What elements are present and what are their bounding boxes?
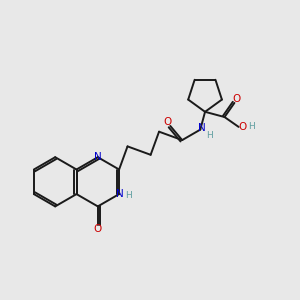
Text: N: N — [116, 189, 124, 199]
Text: O: O — [164, 117, 172, 127]
Text: O: O — [94, 224, 102, 234]
Text: O: O — [238, 122, 247, 132]
Text: N: N — [94, 152, 102, 162]
Text: O: O — [232, 94, 241, 104]
Text: H: H — [125, 191, 132, 200]
Text: N: N — [198, 123, 206, 134]
Text: H: H — [248, 122, 255, 131]
Text: H: H — [206, 130, 213, 140]
